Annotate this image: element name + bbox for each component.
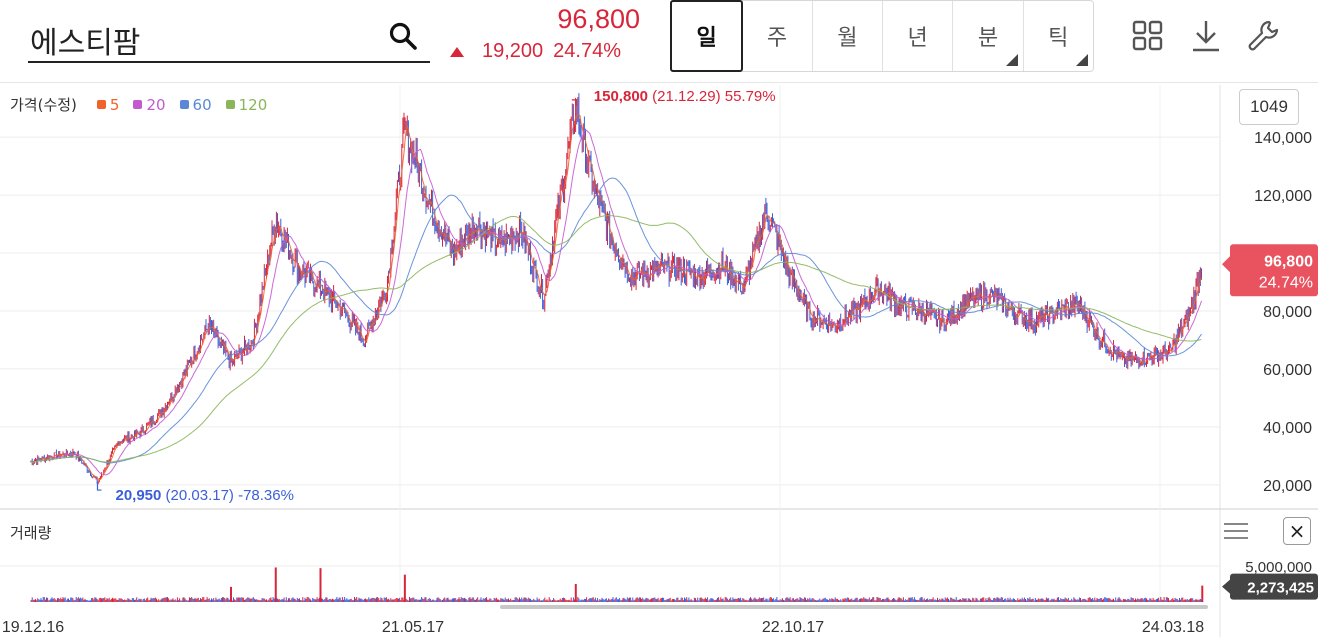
candle-count-badge[interactable]: 1049 xyxy=(1239,89,1299,125)
ma-line-20 xyxy=(29,129,1202,476)
current-price-tag-pct: 24.74% xyxy=(1259,274,1313,291)
tab-label: 일 xyxy=(696,26,717,51)
horizontal-scrollbar[interactable] xyxy=(500,605,1208,609)
grid-icon[interactable] xyxy=(1131,18,1165,54)
y-tick-label: 80,000 xyxy=(1263,304,1312,321)
x-tick-label: 22.10.17 xyxy=(762,619,824,636)
low-annotation: 20,950 (20.03.17) -78.36% xyxy=(115,487,293,504)
tab-day[interactable]: 일 xyxy=(670,0,744,72)
tab-year[interactable]: 년 xyxy=(883,1,954,71)
close-volume-button[interactable]: × xyxy=(1283,517,1311,545)
y-tick-label: 120,000 xyxy=(1254,188,1312,205)
legend-swatch xyxy=(96,100,106,109)
current-volume-value: 2,273,425 xyxy=(1247,580,1314,597)
volume-title: 거래량 xyxy=(10,524,52,542)
tab-label: 년 xyxy=(907,26,928,51)
tab-week[interactable]: 주 xyxy=(742,1,813,71)
legend-item-ma60[interactable]: 60 xyxy=(179,95,212,114)
submenu-corner-icon xyxy=(1005,54,1018,66)
legend-label: 5 xyxy=(109,95,120,114)
y-tick-label: 20,000 xyxy=(1263,478,1312,495)
stock-name: 에스티팜 xyxy=(30,26,141,61)
high-date: (21.12.29) 55.79% xyxy=(648,88,776,105)
submenu-corner-icon xyxy=(1075,54,1088,66)
ma-line-5 xyxy=(29,114,1202,481)
high-price: 150,800 xyxy=(594,88,648,105)
ma-line-120 xyxy=(29,214,1202,463)
tab-label: 주 xyxy=(766,26,788,51)
legend-swatch xyxy=(225,100,235,109)
download-icon[interactable] xyxy=(1189,18,1223,54)
legend-label: 60 xyxy=(192,95,212,114)
legend-item-ma20[interactable]: 20 xyxy=(133,95,166,114)
menu-icon[interactable] xyxy=(1223,520,1249,542)
low-date: (20.03.17) -78.36% xyxy=(161,487,294,504)
up-arrow-icon xyxy=(450,46,464,57)
current-price-tag-value: 96,800 xyxy=(1264,253,1313,270)
change-percent: 24.74% xyxy=(553,40,622,62)
tab-minute[interactable]: 분 xyxy=(953,1,1024,71)
legend-item-ma120[interactable]: 120 xyxy=(225,95,268,114)
tab-label: 틱 xyxy=(1048,26,1069,51)
legend: 가격(수정) 5 20 60 120 xyxy=(10,94,275,115)
y-tick-label: 140,000 xyxy=(1254,130,1312,147)
y-tick-label: 40,000 xyxy=(1263,420,1312,437)
price-change: 19,200 24.74% xyxy=(450,40,621,63)
high-annotation: 150,800 (21.12.29) 55.79% xyxy=(594,88,776,105)
tab-label: 월 xyxy=(837,26,858,51)
search-icon[interactable] xyxy=(388,21,418,51)
current-volume-tag xyxy=(1230,573,1318,600)
period-tabs: 일 주 월 년 분 틱 xyxy=(670,0,1094,72)
legend-item-ma5[interactable]: 5 xyxy=(96,95,120,114)
low-marker xyxy=(96,482,102,491)
y-tick-label: 60,000 xyxy=(1263,362,1312,379)
tab-label: 분 xyxy=(977,26,999,51)
stock-search-field[interactable]: 에스티팜 xyxy=(28,6,430,63)
current-price-tag xyxy=(1230,244,1318,297)
legend-swatch xyxy=(133,100,143,109)
legend-label: 20 xyxy=(146,95,166,114)
x-tick-label: 19.12.16 xyxy=(2,619,64,636)
current-volume-tag-arrow xyxy=(1222,579,1230,594)
tab-month[interactable]: 월 xyxy=(813,1,883,71)
current-price: 96,800 xyxy=(557,4,640,34)
current-price-tag-arrow xyxy=(1222,256,1230,273)
low-price: 20,950 xyxy=(115,487,161,504)
wrench-icon[interactable] xyxy=(1246,18,1280,54)
volume-axis-label: 5,000,000 xyxy=(1245,559,1312,576)
change-amount: 19,200 xyxy=(482,40,544,62)
tab-tick[interactable]: 틱 xyxy=(1024,1,1093,71)
ma-line-60 xyxy=(29,177,1202,464)
high-marker xyxy=(571,99,577,106)
legend-title: 가격(수정) xyxy=(10,96,77,114)
legend-label: 120 xyxy=(238,95,268,114)
legend-swatch xyxy=(179,100,189,109)
x-tick-label: 24.03.18 xyxy=(1142,619,1204,636)
header-divider xyxy=(0,82,1318,83)
x-tick-label: 21.05.17 xyxy=(382,619,444,636)
